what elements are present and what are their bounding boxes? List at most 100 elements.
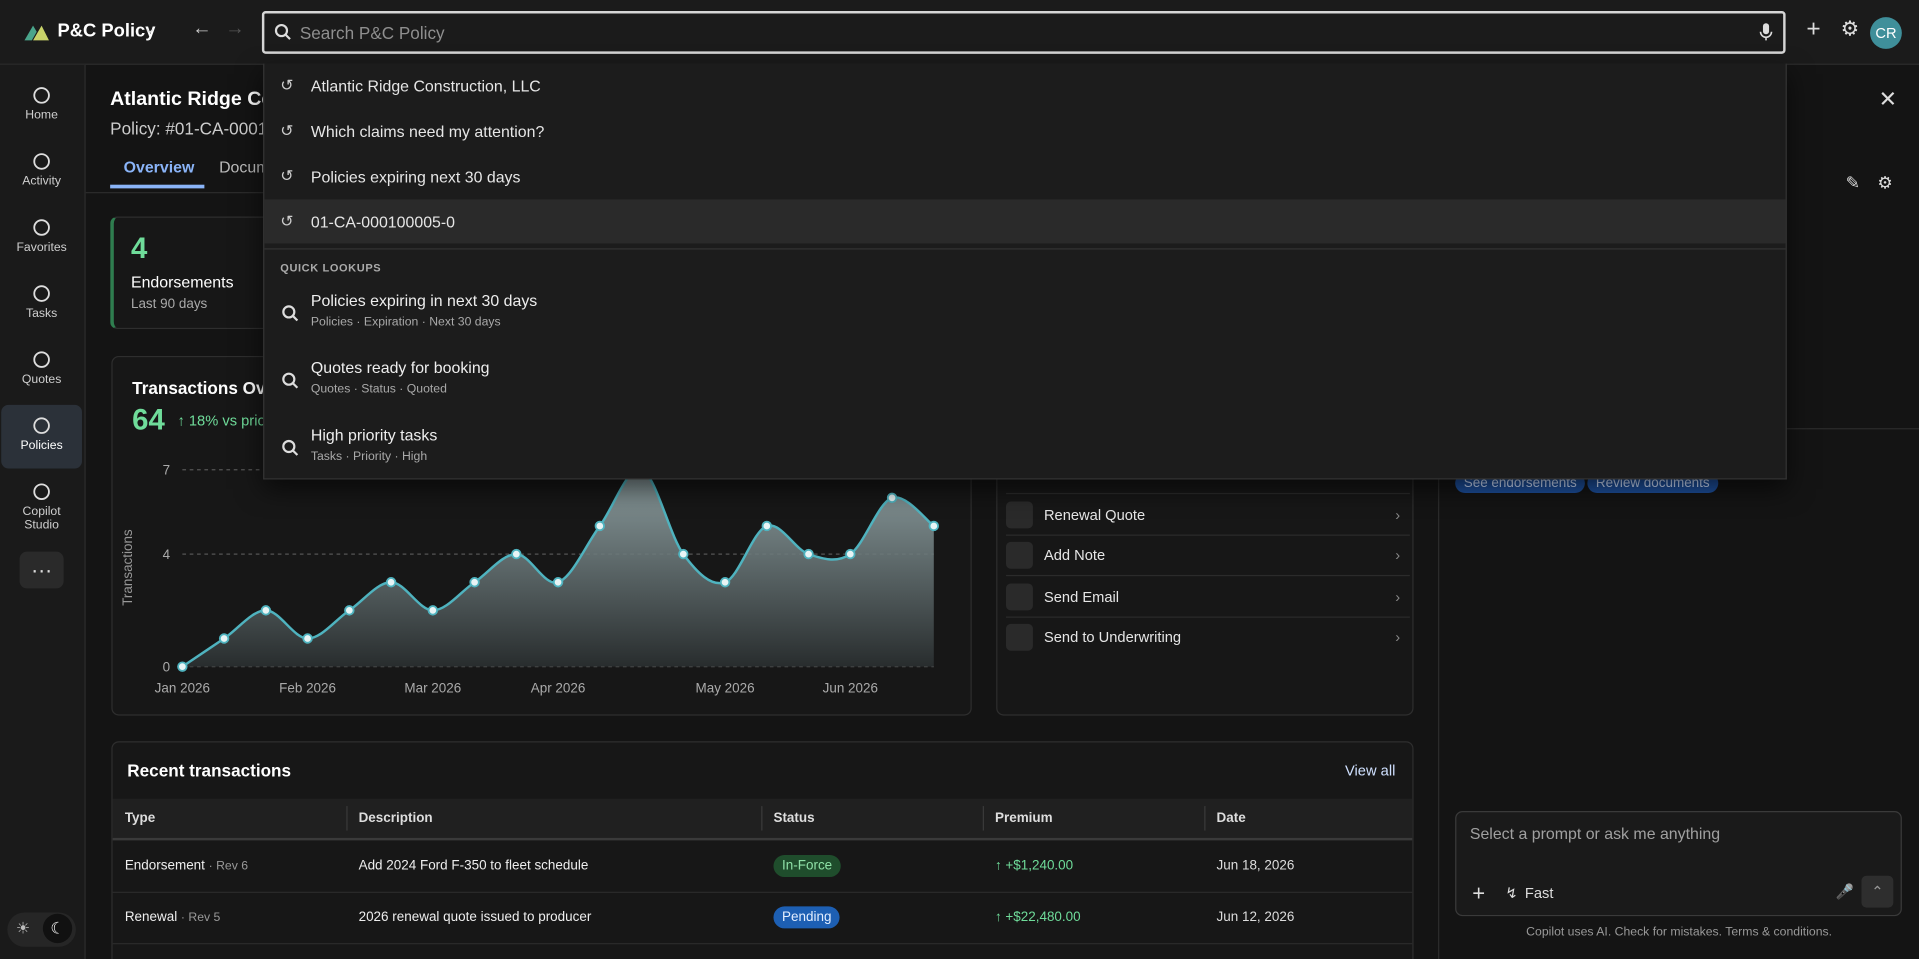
section-heading: QUICK LOOKUPS bbox=[280, 261, 382, 274]
action-label: Renewal Quote bbox=[1043, 505, 1146, 523]
history-icon: ↺ bbox=[280, 75, 294, 95]
point bbox=[511, 548, 522, 560]
quick-lookup[interactable]: Quotes ready for booking Quotes · Status … bbox=[264, 354, 1785, 418]
avatar[interactable]: CR bbox=[1870, 17, 1902, 49]
premium: +$22,480.00 bbox=[1005, 910, 1081, 925]
status-cell: Pending bbox=[773, 892, 841, 943]
action-icon bbox=[1006, 541, 1033, 569]
nav-label: Activity bbox=[22, 174, 61, 189]
nav-item[interactable]: Home bbox=[1, 75, 82, 139]
light-icon[interactable]: ☀ bbox=[15, 918, 31, 937]
mode-selector[interactable]: Fast bbox=[1524, 884, 1554, 902]
forward-button[interactable]: → bbox=[225, 18, 245, 40]
point bbox=[886, 492, 898, 504]
action-item[interactable]: Send Email › bbox=[1006, 574, 1410, 617]
lookup-subtitle: Quotes · Status · Quoted bbox=[310, 382, 447, 397]
nav-icon bbox=[33, 417, 50, 434]
point bbox=[218, 633, 230, 644]
voice-button[interactable]: 🎤 bbox=[1835, 883, 1855, 901]
chevron: › bbox=[1395, 546, 1401, 564]
history-icon: ↺ bbox=[280, 166, 294, 185]
panel-divider bbox=[1438, 64, 1440, 959]
nav-item[interactable]: Activity bbox=[1, 141, 82, 205]
nav-label: Favorites bbox=[16, 240, 67, 255]
icon-shape bbox=[292, 315, 299, 322]
new-chat-button[interactable]: ✎ bbox=[1845, 172, 1860, 193]
column-header: Description bbox=[358, 810, 433, 826]
nav-icon bbox=[33, 483, 50, 500]
dark-icon[interactable]: ☾ bbox=[42, 913, 73, 944]
action-label: Send to Underwriting bbox=[1043, 628, 1182, 646]
action-item[interactable]: Add Note › bbox=[1006, 533, 1410, 576]
chevron: › bbox=[1395, 628, 1401, 646]
close-button[interactable]: ✕ bbox=[1878, 86, 1898, 112]
y-tick-label: 7 bbox=[163, 463, 170, 478]
column-header: Status bbox=[773, 810, 815, 826]
settings-button[interactable]: ⚙ bbox=[1840, 17, 1860, 41]
attach-button[interactable]: + bbox=[1472, 880, 1486, 906]
table-row[interactable]: Renewal · Rev 5 2026 renewal quote issued … bbox=[112, 892, 1413, 945]
mic-icon[interactable] bbox=[1759, 22, 1774, 42]
status-badge: In-Force bbox=[773, 855, 841, 878]
app-title[interactable]: P&C Policy bbox=[57, 20, 156, 42]
point bbox=[845, 548, 856, 560]
add-button[interactable]: + bbox=[1806, 15, 1821, 43]
back-button[interactable]: ← bbox=[192, 18, 212, 40]
chat-input[interactable]: Select a prompt or ask me anything + ↯ F… bbox=[1455, 810, 1902, 917]
y-axis-label: Transactions bbox=[120, 529, 135, 606]
history-item[interactable]: ↺ Policies expiring next 30 days bbox=[264, 154, 1785, 198]
view-all-link[interactable]: View all bbox=[1345, 762, 1396, 780]
action-item[interactable]: Send to Underwriting › bbox=[1006, 615, 1410, 658]
action-label: Add Note bbox=[1043, 546, 1106, 564]
history-text: Atlantic Ridge Construction, LLC bbox=[310, 76, 541, 95]
nav-icon bbox=[33, 351, 50, 368]
history-item[interactable]: ↺ 01-CA-000100005-0 bbox=[264, 199, 1786, 244]
arrow-icon: ↑ bbox=[994, 858, 1002, 874]
date: Jun 18, 2026 bbox=[1216, 858, 1295, 874]
app-switcher[interactable]: ⌄ bbox=[143, 18, 157, 37]
top-bar: P&C Policy ⌄ ← → Search P&C Policy + ⚙ C… bbox=[0, 0, 1919, 65]
nav-item[interactable]: Quotes bbox=[1, 339, 82, 403]
point bbox=[344, 605, 355, 616]
point bbox=[427, 605, 439, 616]
history-item[interactable]: ↺ Atlantic Ridge Construction, LLC bbox=[264, 64, 1785, 108]
copilot-footer: Copilot uses AI. Check for mistakes. Ter… bbox=[1526, 925, 1833, 940]
revision: · Rev 5 bbox=[180, 910, 221, 925]
quick-lookup[interactable]: Policies expiring in next 30 days Policie… bbox=[264, 286, 1785, 350]
history-text: 01-CA-000100005-0 bbox=[310, 212, 456, 231]
table-row[interactable]: Endorsement · Rev 6 Add 2024 Ford F-350 to… bbox=[112, 840, 1413, 893]
point bbox=[803, 548, 814, 560]
nav-item[interactable]: Tasks bbox=[1, 273, 82, 337]
history-text: Which claims need my attention? bbox=[310, 121, 545, 141]
nav-icon bbox=[33, 153, 50, 170]
action-item[interactable]: Renewal Quote › bbox=[1006, 492, 1410, 535]
premium-cell: ↑ +$22,480.00 bbox=[995, 892, 1081, 943]
point bbox=[594, 520, 606, 532]
point bbox=[177, 661, 188, 672]
history-item[interactable]: ↺ Which claims need my attention? bbox=[264, 109, 1785, 153]
tab-indicator bbox=[110, 184, 205, 189]
more-button[interactable]: … bbox=[19, 551, 64, 589]
theme-toggle[interactable]: ☀ ☾ bbox=[7, 912, 76, 947]
icon-shape bbox=[33, 483, 50, 500]
transactions-title: Recent transactions bbox=[127, 760, 292, 781]
icon-shape bbox=[33, 417, 50, 434]
mode-icon[interactable]: ↯ bbox=[1505, 884, 1518, 902]
lookup-title: Policies expiring in next 30 days bbox=[310, 291, 538, 310]
agent-button[interactable]: ⚙ bbox=[1877, 172, 1893, 193]
send-button[interactable]: ⌃ bbox=[1861, 875, 1894, 908]
nav-item[interactable]: Policies bbox=[1, 404, 82, 469]
nav-label: Home bbox=[25, 108, 58, 123]
point bbox=[302, 633, 313, 644]
status-badge: Pending bbox=[773, 906, 841, 929]
search-box[interactable]: Search P&C Policy bbox=[261, 11, 1786, 54]
icon-shape bbox=[282, 305, 296, 319]
x-tick-label: May 2026 bbox=[696, 680, 755, 695]
nav-item[interactable]: Favorites bbox=[1, 207, 82, 271]
quick-lookup[interactable]: High priority tasks Tasks · Priority · Hi… bbox=[264, 421, 1785, 485]
transactions-card: Recent transactions View all Type Descrip… bbox=[111, 741, 1414, 959]
tab-overview[interactable]: Overview bbox=[123, 157, 195, 177]
nav-item[interactable]: Copilot Studio bbox=[1, 471, 82, 539]
kpi-period: Last 90 days bbox=[130, 297, 208, 312]
nav-label: Copilot Studio bbox=[22, 505, 61, 533]
